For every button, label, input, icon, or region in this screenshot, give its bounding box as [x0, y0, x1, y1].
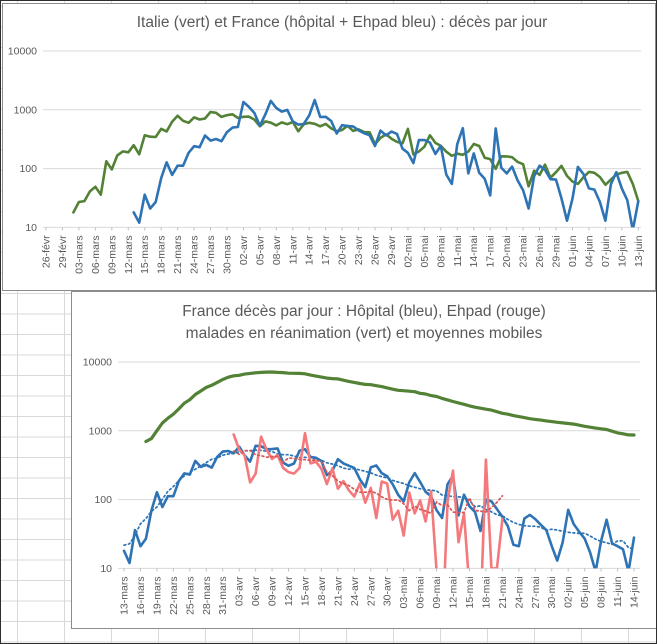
svg-text:08-mai: 08-mai [435, 235, 447, 267]
svg-text:09-mars: 09-mars [106, 235, 118, 274]
svg-text:05-avr: 05-avr [254, 235, 266, 265]
svg-text:23-avr: 23-avr [353, 235, 365, 265]
svg-text:17-mai: 17-mai [485, 235, 497, 267]
svg-text:10: 10 [25, 222, 37, 234]
svg-text:12-mai: 12-mai [448, 576, 460, 608]
svg-text:27-mai: 27-mai [530, 576, 542, 608]
svg-text:18-avr: 18-avr [316, 576, 328, 606]
svg-text:30-mai: 30-mai [546, 576, 558, 608]
svg-text:09-avr: 09-avr [267, 576, 279, 606]
svg-text:100: 100 [19, 163, 37, 175]
svg-text:30-mars: 30-mars [221, 235, 233, 274]
svg-text:13-juin: 13-juin [633, 235, 645, 267]
svg-text:11-mai: 11-mai [452, 235, 464, 266]
svg-text:06-mars: 06-mars [90, 235, 102, 274]
svg-text:10000: 10000 [8, 46, 37, 58]
svg-text:21-mars: 21-mars [172, 235, 184, 274]
svg-text:31-mars: 31-mars [217, 576, 229, 615]
bottom-chart[interactable]: France décès par jour : Hôpital (bleu), … [71, 291, 656, 629]
svg-text:26-avr: 26-avr [370, 235, 382, 265]
top-chart-plot: 10000 1000 100 10 26-févr 29-févr 03-mars 06-ma… [8, 46, 645, 274]
svg-text:12-mars: 12-mars [123, 235, 135, 274]
svg-text:1000: 1000 [89, 425, 113, 437]
svg-text:22-mars: 22-mars [168, 576, 180, 615]
top-chart[interactable]: Italie (vert) et France (hôpital + Ehpad… [2, 3, 656, 291]
bottom-chart-title-line2: malades en réanimation (vert) et moyenne… [185, 325, 543, 343]
svg-text:05-mai: 05-mai [419, 235, 431, 267]
svg-text:08-avr: 08-avr [271, 235, 283, 265]
svg-text:24-avr: 24-avr [349, 576, 361, 606]
svg-text:30-avr: 30-avr [382, 576, 394, 606]
svg-text:18-mars: 18-mars [156, 235, 168, 274]
svg-text:02-juin: 02-juin [563, 576, 575, 608]
bottom-chart-plot: 10000 1000 100 10 13-mars 16-mars 19-mars 22-ma… [83, 357, 641, 615]
svg-text:03-mars: 03-mars [73, 235, 85, 274]
svg-text:13-mars: 13-mars [119, 576, 131, 615]
svg-text:29-mai: 29-mai [551, 235, 563, 267]
svg-text:12-avr: 12-avr [283, 576, 295, 606]
svg-text:02-mai: 02-mai [402, 235, 414, 267]
top-chart-title: Italie (vert) et France (hôpital + Ehpad… [136, 14, 548, 31]
svg-text:20-avr: 20-avr [337, 235, 349, 265]
svg-text:06-avr: 06-avr [250, 576, 262, 606]
svg-text:27-avr: 27-avr [365, 576, 377, 606]
svg-text:26-févr: 26-févr [41, 235, 53, 268]
svg-text:27-mars: 27-mars [205, 235, 217, 274]
svg-text:10: 10 [100, 563, 112, 575]
bottom-chart-title-line1: France décès par jour : Hôpital (bleu), … [182, 303, 546, 320]
svg-text:10000: 10000 [83, 357, 112, 369]
svg-text:07-juin: 07-juin [600, 235, 612, 267]
svg-text:21-avr: 21-avr [332, 576, 344, 606]
svg-text:15-mars: 15-mars [139, 235, 151, 274]
bottom-chart-title: France décès par jour : Hôpital (bleu), … [72, 301, 656, 346]
svg-text:03-avr: 03-avr [234, 576, 246, 606]
svg-text:25-mars: 25-mars [184, 576, 196, 615]
svg-text:04-juin: 04-juin [583, 235, 595, 267]
svg-text:20-mai: 20-mai [501, 235, 513, 267]
svg-text:14-avr: 14-avr [304, 235, 316, 265]
svg-text:19-mars: 19-mars [151, 576, 163, 615]
svg-text:15-avr: 15-avr [299, 576, 311, 606]
svg-text:03-mai: 03-mai [398, 576, 410, 608]
svg-text:01-juin: 01-juin [567, 235, 579, 267]
svg-text:26-mai: 26-mai [534, 235, 546, 267]
svg-text:11-juin: 11-juin [612, 576, 624, 607]
svg-text:14-mai: 14-mai [468, 235, 480, 267]
svg-text:1000: 1000 [14, 104, 38, 116]
svg-text:09-mai: 09-mai [431, 576, 443, 608]
svg-text:24-mai: 24-mai [513, 576, 525, 608]
svg-text:21-mai: 21-mai [497, 576, 509, 608]
svg-text:11-avr: 11-avr [287, 235, 299, 264]
svg-text:08-juin: 08-juin [596, 576, 608, 608]
svg-text:29-avr: 29-avr [386, 235, 398, 265]
svg-text:15-mai: 15-mai [464, 576, 476, 608]
svg-text:24-mars: 24-mars [189, 235, 201, 274]
svg-text:05-juin: 05-juin [579, 576, 591, 608]
svg-text:06-mai: 06-mai [415, 576, 427, 608]
svg-text:23-mai: 23-mai [518, 235, 530, 267]
svg-text:100: 100 [94, 494, 112, 506]
svg-text:10-juin: 10-juin [616, 235, 628, 267]
svg-text:28-mars: 28-mars [201, 576, 213, 615]
svg-text:16-mars: 16-mars [135, 576, 147, 615]
svg-text:17-avr: 17-avr [320, 235, 332, 265]
svg-text:14-juin: 14-juin [629, 576, 641, 608]
svg-text:29-févr: 29-févr [57, 235, 69, 268]
svg-text:18-mai: 18-mai [480, 576, 492, 608]
svg-text:02-avr: 02-avr [238, 235, 250, 265]
